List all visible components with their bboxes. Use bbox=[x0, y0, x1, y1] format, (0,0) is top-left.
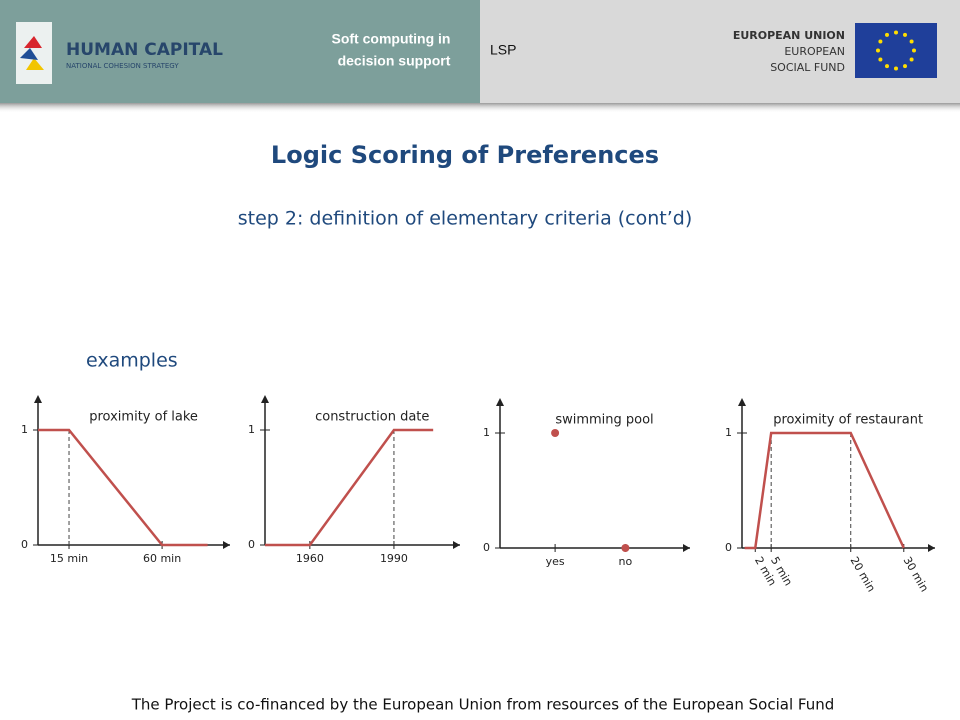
flag-star bbox=[885, 64, 889, 69]
y-tick-label: 0 bbox=[248, 538, 255, 551]
section-label: examples bbox=[86, 350, 178, 372]
course-line: Soft computing in bbox=[332, 31, 451, 47]
axis-arrow bbox=[683, 544, 690, 552]
eu-line: SOCIAL FUND bbox=[770, 61, 845, 74]
x-tick-label: 20 min bbox=[848, 555, 878, 595]
x-tick-label: 1960 bbox=[296, 552, 324, 565]
criterion-line bbox=[744, 431, 905, 550]
y-tick-label: 0 bbox=[483, 541, 490, 554]
x-tick-label: yes bbox=[546, 555, 565, 568]
flag-star bbox=[912, 48, 916, 53]
flag-star bbox=[909, 57, 914, 62]
footer: The Project is co-financed by the Europe… bbox=[131, 696, 834, 714]
course-line: decision support bbox=[338, 53, 451, 69]
chart-title: construction date bbox=[315, 410, 429, 425]
x-tick-label: 1990 bbox=[380, 552, 408, 565]
criterion-line bbox=[265, 428, 434, 547]
axis-arrow bbox=[261, 395, 269, 403]
y-tick-label: 1 bbox=[483, 426, 490, 439]
flag-star bbox=[885, 32, 889, 37]
eu-line: EUROPEAN UNION bbox=[733, 29, 845, 42]
axis-arrow bbox=[928, 544, 935, 552]
axis-arrow bbox=[496, 398, 504, 406]
chart-title: swimming pool bbox=[555, 413, 653, 428]
x-tick-label: no bbox=[619, 555, 633, 568]
topic: LSP bbox=[490, 42, 516, 58]
logo-title: HUMAN CAPITAL bbox=[66, 40, 223, 60]
y-tick-label: 1 bbox=[248, 423, 255, 436]
flag-star bbox=[876, 48, 880, 53]
header-left bbox=[0, 0, 480, 103]
flag-star bbox=[878, 57, 883, 62]
point bbox=[621, 544, 630, 552]
point bbox=[551, 429, 560, 437]
y-tick-label: 0 bbox=[725, 541, 732, 554]
logo-subtitle: NATIONAL COHESION STRATEGY bbox=[66, 62, 179, 70]
eu-line: EUROPEAN bbox=[784, 45, 845, 58]
slide-title: Logic Scoring of Preferences bbox=[271, 141, 659, 169]
y-tick-label: 0 bbox=[21, 538, 28, 551]
flag-star bbox=[894, 30, 898, 35]
slide-subtitle: step 2: definition of elementary criteri… bbox=[238, 208, 693, 230]
axis-arrow bbox=[738, 398, 746, 406]
hc-logo bbox=[16, 22, 52, 84]
flag-star bbox=[903, 64, 907, 69]
flag-star bbox=[878, 39, 883, 44]
flag-star bbox=[903, 32, 907, 37]
x-tick-label: 30 min bbox=[901, 555, 931, 595]
axis-arrow bbox=[34, 395, 42, 403]
x-tick-label: 60 min bbox=[143, 552, 181, 565]
header-shadow bbox=[0, 103, 960, 113]
flag-star bbox=[894, 66, 898, 71]
chart-title: proximity of restaurant bbox=[773, 413, 923, 428]
flag-star bbox=[909, 39, 914, 44]
y-tick-label: 1 bbox=[21, 423, 28, 436]
x-tick-label: 15 min bbox=[50, 552, 88, 565]
criterion-line bbox=[38, 428, 208, 547]
axis-arrow bbox=[223, 541, 230, 549]
axis-arrow bbox=[453, 541, 460, 549]
chart-title: proximity of lake bbox=[89, 410, 198, 425]
y-tick-label: 1 bbox=[725, 426, 732, 439]
